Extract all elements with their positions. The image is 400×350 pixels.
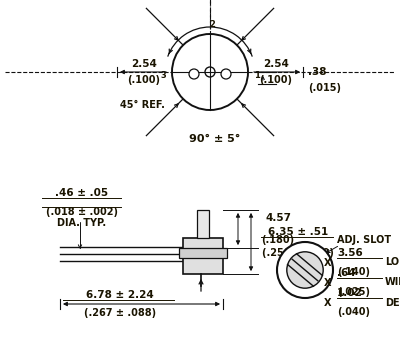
FancyBboxPatch shape — [183, 238, 223, 274]
Text: WIDE: WIDE — [385, 277, 400, 287]
Circle shape — [277, 242, 333, 298]
Text: (.100): (.100) — [260, 75, 292, 85]
Text: (.100): (.100) — [128, 75, 160, 85]
Text: X: X — [324, 258, 332, 268]
Text: 45° REF.: 45° REF. — [120, 100, 164, 110]
Circle shape — [172, 34, 248, 110]
Text: 2: 2 — [209, 20, 215, 29]
Text: .38: .38 — [308, 67, 326, 77]
Text: (.015): (.015) — [308, 83, 341, 93]
Text: .64: .64 — [337, 268, 356, 278]
Text: X: X — [324, 298, 332, 308]
Text: (.267 ± .088): (.267 ± .088) — [84, 308, 156, 318]
Text: LONG: LONG — [385, 257, 400, 267]
Text: (.025): (.025) — [337, 287, 370, 297]
Text: 1.02: 1.02 — [337, 288, 363, 298]
Text: DEEP: DEEP — [385, 298, 400, 308]
Text: 2.54: 2.54 — [263, 59, 289, 69]
Text: (.018 ± .002): (.018 ± .002) — [46, 207, 118, 217]
Text: 6.35 ± .51: 6.35 ± .51 — [268, 227, 328, 237]
Text: DIA. TYP.: DIA. TYP. — [58, 218, 106, 228]
Text: 4.57: 4.57 — [265, 213, 291, 223]
Text: (.040): (.040) — [337, 307, 370, 317]
Circle shape — [205, 67, 215, 77]
Text: 6.78 ± 2.24: 6.78 ± 2.24 — [86, 290, 154, 300]
Circle shape — [287, 252, 323, 288]
FancyBboxPatch shape — [179, 248, 227, 258]
Text: 3.56: 3.56 — [337, 248, 363, 258]
Text: (.180): (.180) — [262, 235, 294, 245]
Text: 1: 1 — [254, 71, 260, 80]
FancyBboxPatch shape — [197, 210, 209, 238]
Text: 90° ± 5°: 90° ± 5° — [189, 134, 241, 144]
Text: (.140): (.140) — [337, 267, 370, 277]
Text: 3: 3 — [160, 71, 166, 80]
Circle shape — [189, 69, 199, 79]
Text: ADJ. SLOT: ADJ. SLOT — [337, 235, 391, 245]
Circle shape — [221, 69, 231, 79]
Text: (.250 ± .020): (.250 ± .020) — [262, 248, 334, 258]
Text: .46 ± .05: .46 ± .05 — [56, 188, 108, 198]
Text: 2.54: 2.54 — [131, 59, 157, 69]
Text: X: X — [324, 278, 332, 288]
